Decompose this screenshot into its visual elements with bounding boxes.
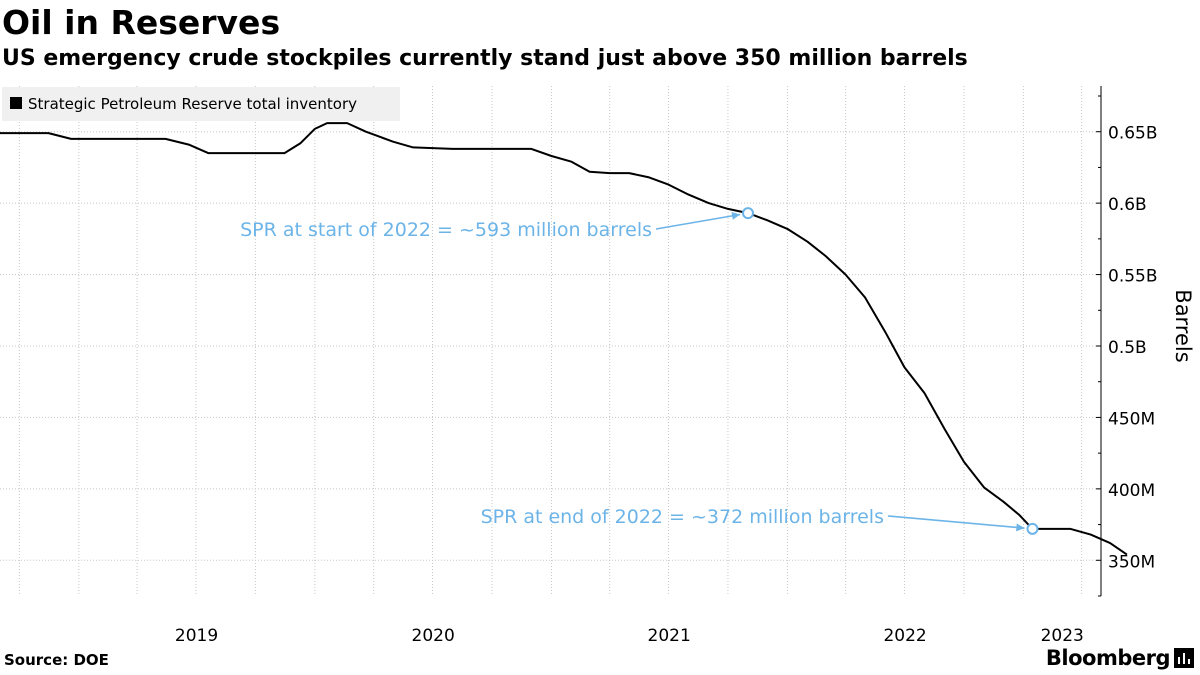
brand-chart-icon [1174, 648, 1194, 668]
x-tick-label: 2022 [883, 626, 926, 646]
annotation-arrow-head [1016, 523, 1025, 532]
y-tick-label: 0.65B [1108, 124, 1158, 144]
annotation-label: SPR at end of 2022 = ~372 million barrel… [481, 506, 884, 528]
y-axis-title: Barrels [1171, 289, 1195, 362]
brand-logo-text: Bloomberg [1045, 646, 1171, 670]
source-note: Source: DOE [4, 651, 109, 669]
x-tick-label: 2019 [175, 626, 218, 646]
y-tick-label: 0.6B [1108, 195, 1147, 215]
chart-subtitle: US emergency crude stockpiles currently … [2, 46, 968, 71]
x-tick-label: 2021 [648, 626, 691, 646]
y-tick-label: 0.5B [1108, 338, 1147, 358]
y-tick-label: 350M [1108, 552, 1155, 572]
legend-swatch [10, 97, 22, 109]
x-tick-label: 2023 [1041, 626, 1084, 646]
legend: Strategic Petroleum Reserve total invent… [2, 87, 400, 121]
horizontal-gridlines [0, 131, 1101, 561]
x-tick-label: 2020 [412, 626, 455, 646]
y-tick-label: 0.55B [1108, 267, 1158, 287]
y-tick-label: 450M [1108, 409, 1155, 429]
annotation-arrow-shaft [655, 213, 741, 230]
annotation-arrow-shaft [887, 515, 1025, 529]
annotation-arrow-head [731, 212, 741, 220]
legend-background [2, 87, 400, 121]
y-tick-label: 400M [1108, 481, 1155, 501]
series-layer [0, 122, 1128, 556]
annotation-marker [1026, 522, 1039, 535]
chart-title: Oil in Reserves [2, 3, 281, 42]
annotation-label: SPR at start of 2022 = ~593 million barr… [240, 219, 652, 241]
x-axis-ticks: 2019 2020 2021 2022 2023 [175, 626, 1084, 646]
series-line [0, 122, 1128, 556]
annotations-layer: SPR at start of 2022 = ~593 million barr… [240, 207, 1039, 535]
legend-label: Strategic Petroleum Reserve total invent… [28, 95, 357, 113]
y-axis-ticks: 350M 400M 450M 0.5B 0.55B 0.6B 0.65B [1096, 95, 1158, 597]
annotation-marker [742, 207, 755, 220]
vertical-gridlines [18, 86, 1083, 596]
